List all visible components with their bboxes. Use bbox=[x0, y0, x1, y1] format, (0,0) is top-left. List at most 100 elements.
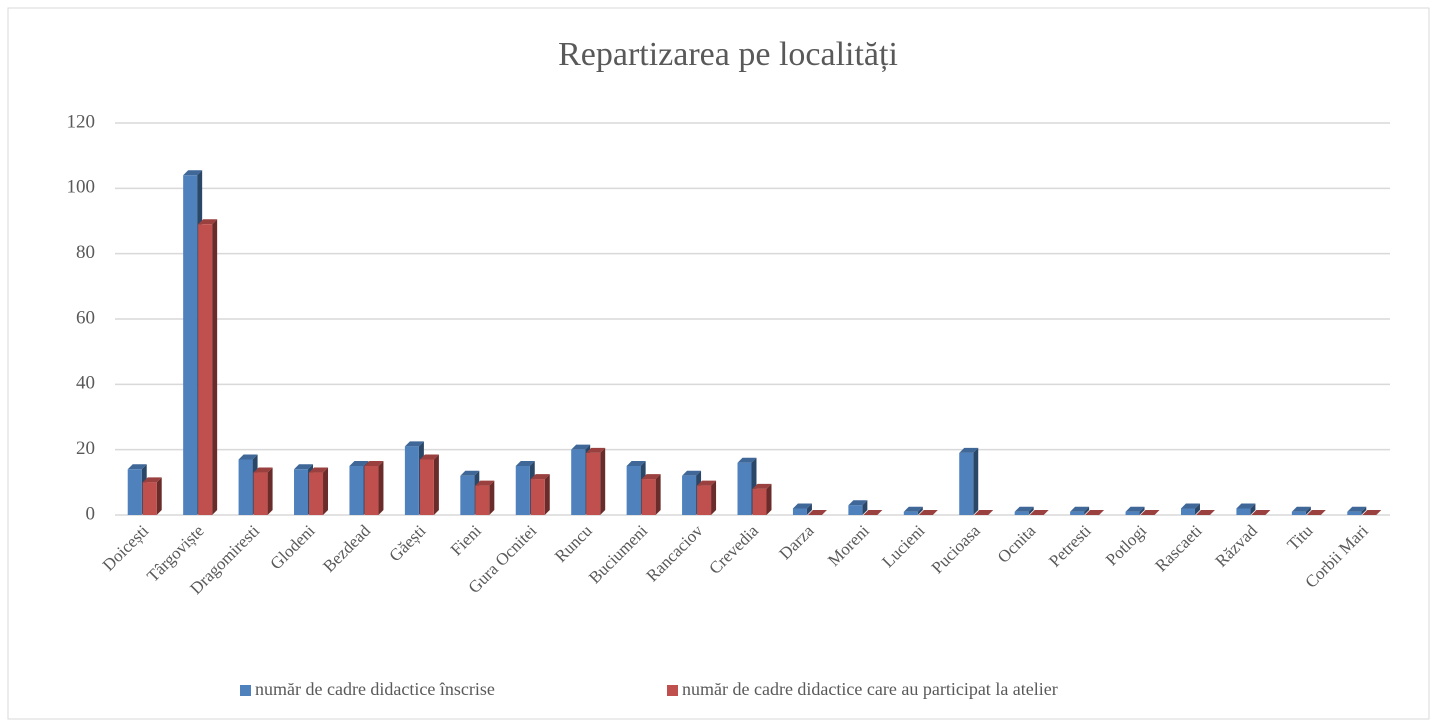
bar bbox=[253, 472, 268, 515]
bar-top bbox=[127, 464, 147, 470]
bar-top bbox=[309, 467, 329, 473]
bar bbox=[419, 459, 434, 515]
bar-group bbox=[697, 480, 717, 515]
y-tick-label: 120 bbox=[67, 111, 96, 132]
bar-group bbox=[1180, 503, 1200, 515]
bar-top bbox=[752, 483, 772, 489]
bar-side bbox=[378, 461, 384, 515]
bar-group bbox=[1014, 506, 1034, 515]
bar-side bbox=[1194, 503, 1200, 515]
bar-group bbox=[1347, 506, 1367, 515]
bar bbox=[752, 488, 767, 515]
bar-side bbox=[1305, 506, 1311, 515]
bar-group bbox=[142, 477, 162, 515]
bar-side bbox=[1028, 506, 1034, 515]
bar-side bbox=[711, 480, 717, 515]
bar-top bbox=[142, 477, 162, 483]
bar bbox=[1347, 511, 1362, 515]
bar-group bbox=[752, 483, 772, 515]
bar-side bbox=[323, 467, 329, 515]
bar-top bbox=[1085, 510, 1105, 515]
bar-top bbox=[1070, 506, 1090, 512]
bar bbox=[571, 449, 586, 515]
bar-top bbox=[848, 500, 868, 506]
bar-side bbox=[766, 483, 772, 515]
chart-frame bbox=[7, 7, 1430, 720]
bar bbox=[475, 485, 490, 515]
bar-top bbox=[238, 454, 258, 460]
bar-top bbox=[1306, 510, 1326, 515]
bar-side bbox=[212, 219, 218, 515]
bar bbox=[460, 475, 475, 515]
bar-group bbox=[1085, 510, 1105, 515]
bar-top bbox=[404, 441, 424, 447]
bar-top bbox=[682, 470, 702, 476]
bar-top bbox=[807, 510, 827, 515]
bar bbox=[294, 469, 309, 515]
bar bbox=[903, 511, 918, 515]
bar-group bbox=[475, 480, 495, 515]
y-tick-label: 60 bbox=[76, 307, 95, 328]
bar-top bbox=[253, 467, 273, 473]
bar-top bbox=[530, 474, 550, 480]
bar-top bbox=[183, 170, 203, 176]
y-tick-label: 0 bbox=[86, 503, 96, 524]
bar-top bbox=[863, 510, 883, 515]
bar-top bbox=[294, 464, 314, 470]
bar-top bbox=[737, 457, 757, 463]
legend-swatch bbox=[667, 685, 678, 696]
bar-side bbox=[1250, 503, 1256, 515]
bar-top bbox=[515, 461, 535, 466]
bar-top bbox=[903, 506, 923, 512]
bar-side bbox=[156, 477, 162, 515]
bar-side bbox=[267, 467, 273, 515]
bar-top bbox=[349, 461, 369, 466]
bar-group bbox=[586, 447, 606, 515]
bar-side bbox=[806, 503, 812, 515]
bar bbox=[792, 508, 807, 515]
y-tick-label: 100 bbox=[67, 177, 96, 198]
bar-top bbox=[918, 510, 938, 515]
bar bbox=[198, 224, 213, 515]
bar bbox=[1014, 511, 1029, 515]
bar bbox=[1291, 511, 1306, 515]
bar-group bbox=[253, 467, 273, 515]
legend-label: număr de cadre didactice înscrise bbox=[255, 679, 495, 699]
bar-top bbox=[626, 461, 646, 466]
bar bbox=[1070, 511, 1085, 515]
bar-top bbox=[1014, 506, 1034, 512]
bar-top bbox=[1291, 506, 1311, 512]
bar-top bbox=[586, 447, 606, 453]
chart-title: Repartizarea pe localități bbox=[558, 36, 898, 73]
bar-group bbox=[1291, 506, 1311, 515]
bar-top bbox=[974, 510, 994, 515]
y-tick-label: 40 bbox=[76, 373, 95, 394]
bar-side bbox=[655, 474, 661, 515]
bar-group bbox=[364, 461, 384, 515]
bar-side bbox=[489, 480, 495, 515]
bar-group bbox=[309, 467, 329, 515]
bar-group bbox=[863, 510, 883, 515]
bar-group bbox=[419, 454, 439, 515]
bar-top bbox=[1362, 510, 1382, 515]
bar-group bbox=[1125, 506, 1145, 515]
bar bbox=[515, 466, 530, 515]
legend-label: număr de cadre didactice care au partici… bbox=[682, 679, 1058, 699]
bar bbox=[1236, 508, 1251, 515]
legend-swatch bbox=[240, 685, 251, 696]
bar-side bbox=[917, 506, 923, 515]
bar-group bbox=[918, 510, 938, 515]
bar bbox=[404, 446, 419, 515]
bar-top bbox=[1180, 503, 1200, 509]
bar bbox=[697, 485, 712, 515]
bar bbox=[127, 469, 142, 515]
bar bbox=[238, 459, 253, 515]
bar bbox=[1180, 508, 1195, 515]
bar-top bbox=[697, 480, 717, 486]
bar-top bbox=[1195, 510, 1215, 515]
bar-group bbox=[1251, 510, 1271, 515]
bar-top bbox=[1347, 506, 1367, 512]
bar-group bbox=[959, 447, 979, 515]
bar bbox=[142, 482, 157, 515]
bar bbox=[737, 462, 752, 515]
